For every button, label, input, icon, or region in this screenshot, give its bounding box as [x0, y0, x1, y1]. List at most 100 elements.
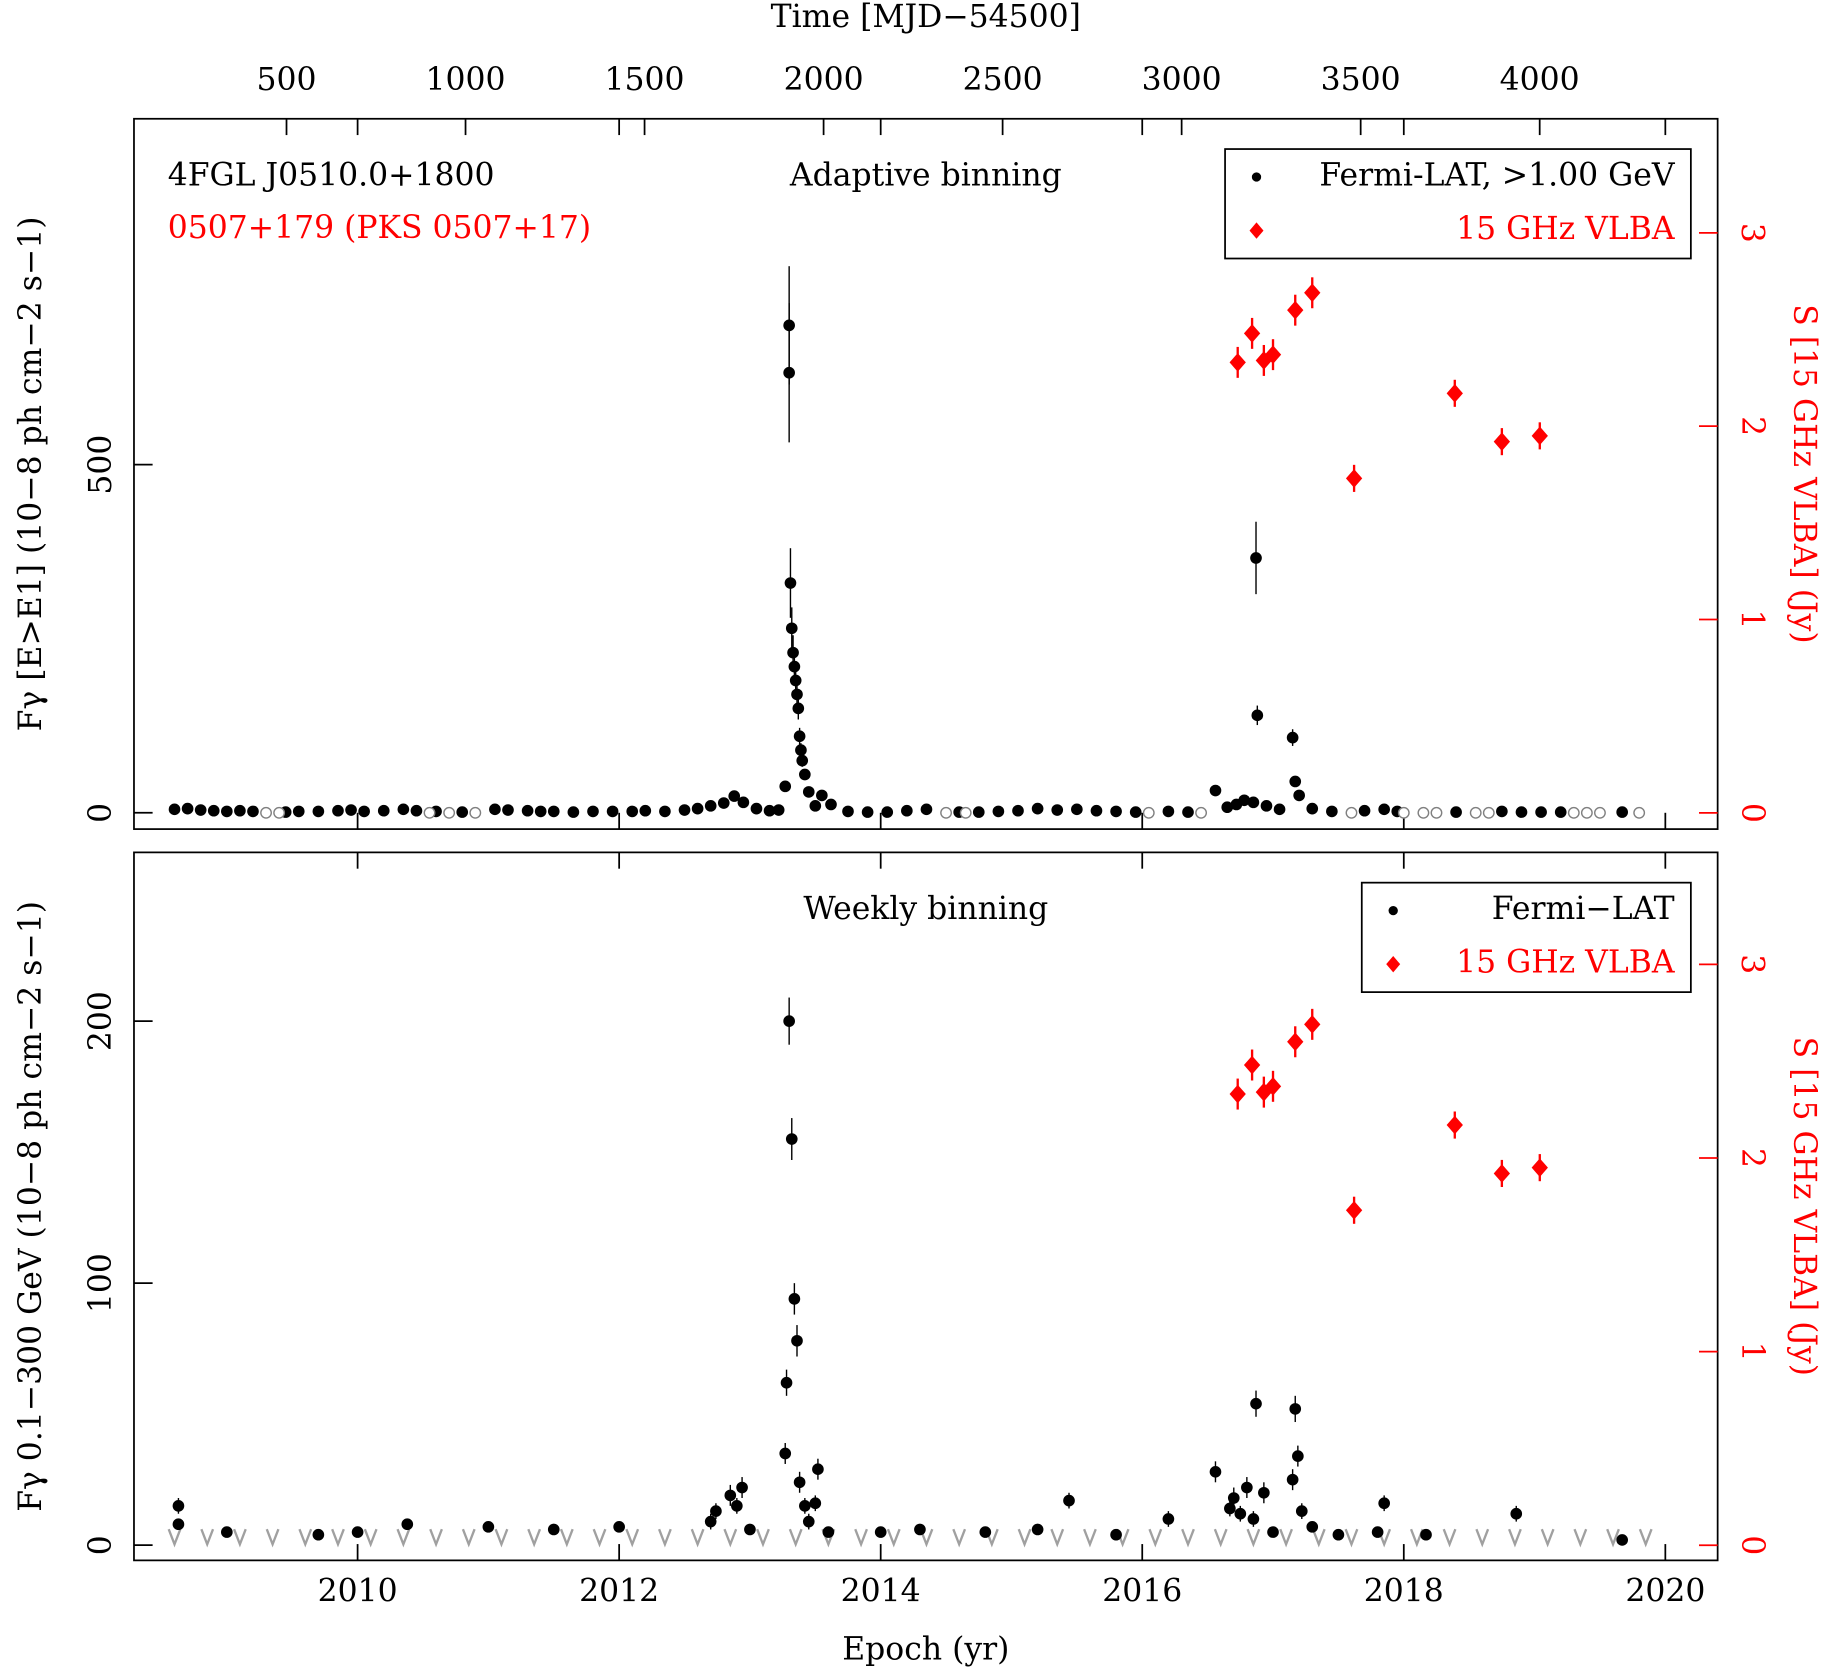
y-tick-label: 200: [83, 991, 119, 1051]
data-point: [787, 646, 799, 659]
radio-point: [1304, 1015, 1321, 1034]
data-point: [312, 805, 325, 818]
y2-tick-label: 2: [1734, 1148, 1770, 1168]
data-point: [763, 804, 776, 817]
upper-limit-arrow: [952, 1528, 967, 1548]
data-point: [812, 1463, 824, 1476]
data-point: [992, 805, 1005, 818]
data-point: [1221, 801, 1234, 814]
upper-limit-arrow: [461, 1528, 476, 1548]
data-point: [1267, 1526, 1279, 1538]
data-point: [1234, 1507, 1247, 1520]
legend-label: Fermi−LAT: [1492, 891, 1675, 927]
upper-limit-arrow: [1311, 1528, 1326, 1548]
data-point: [799, 768, 811, 781]
upper-limit-arrow: [658, 1528, 672, 1548]
upper-limit-arrow: [1638, 1528, 1653, 1548]
data-point: [1332, 1528, 1345, 1541]
data-point: [1616, 1534, 1628, 1546]
data-point: [791, 1334, 803, 1347]
data-point: [1371, 1526, 1384, 1538]
radio-point: [1304, 283, 1321, 303]
x-tick-label: 2014: [841, 1573, 921, 1609]
x2-tick-label: 2500: [963, 62, 1043, 98]
upper-limit-arrow: [429, 1528, 443, 1548]
plot-frame: [133, 851, 1719, 1562]
data-point: [750, 802, 763, 815]
x2-tick-label: 4000: [1500, 62, 1580, 98]
data-point: [1293, 789, 1305, 802]
upper-limit-point: [1195, 806, 1208, 819]
data-point: [1209, 784, 1222, 797]
x2-tick-label: 1500: [605, 62, 685, 98]
upper-limit-point: [1397, 806, 1410, 819]
data-point: [785, 622, 798, 635]
upper-limit-point: [940, 806, 953, 819]
radio-point: [1287, 1032, 1304, 1052]
x2-axis-label: Time [MJD−54500]: [771, 0, 1081, 35]
data-point: [796, 754, 809, 767]
data-point: [1209, 1465, 1222, 1478]
upper-limit-arrow: [167, 1528, 182, 1548]
data-point: [861, 806, 874, 818]
data-point: [613, 1521, 625, 1533]
upper-limit-arrow: [1606, 1528, 1620, 1548]
data-point: [221, 805, 233, 818]
radio-point: [1264, 345, 1282, 364]
panel-title: Weekly binning: [803, 891, 1048, 927]
data-point: [779, 1447, 792, 1460]
data-point: [1258, 1486, 1270, 1499]
data-point: [1515, 806, 1528, 818]
data-point: [1286, 1473, 1299, 1486]
data-point: [194, 804, 207, 816]
legend-label: 15 GHz VLBA: [1456, 211, 1676, 247]
data-point: [979, 1526, 992, 1538]
plot-frame: [133, 117, 1719, 830]
y2-tick-label: 0: [1734, 803, 1770, 823]
data-point: [1260, 800, 1273, 812]
data-point: [1162, 1513, 1175, 1525]
data-point: [691, 802, 704, 815]
upper-limit-arrow: [1050, 1528, 1065, 1548]
data-point: [1554, 806, 1567, 818]
x-tick-label: 2016: [1102, 1573, 1182, 1609]
data-point: [881, 806, 894, 818]
data-point: [502, 804, 514, 816]
legend-marker: [1251, 172, 1262, 182]
data-point: [874, 1526, 887, 1538]
data-point: [744, 1523, 756, 1536]
legend-box: [1360, 881, 1692, 993]
x-axis-label: Epoch (yr): [842, 1632, 1009, 1668]
data-point: [802, 786, 815, 798]
radio-point: [1229, 353, 1246, 372]
radio-point: [1287, 300, 1304, 320]
upper-limit-point: [443, 806, 456, 819]
upper-limit-arrow: [1148, 1528, 1163, 1548]
data-point: [1090, 804, 1103, 817]
upper-limit-arrow: [559, 1528, 574, 1548]
data-point: [1358, 804, 1371, 817]
upper-limit-point: [1594, 806, 1606, 819]
data-point: [345, 804, 357, 816]
data-point: [172, 1518, 185, 1531]
y-axis-label: Fγ 0.1−300 GeV (10−8 ph cm−2 s−1): [13, 901, 49, 1512]
data-point: [1450, 806, 1462, 818]
radio-point: [1493, 432, 1511, 451]
data-point: [1247, 1513, 1260, 1525]
radio-point: [1531, 1158, 1548, 1177]
upper-limit-arrow: [1344, 1528, 1359, 1548]
legend: Fermi-LAT, >1.00 GeV 15 GHz VLBA: [1224, 148, 1692, 260]
data-point: [822, 1526, 835, 1538]
upper-limit-point: [273, 806, 286, 819]
data-point: [737, 796, 750, 809]
data-point: [920, 803, 933, 816]
upper-limit-arrow: [331, 1528, 345, 1548]
x-tick-label: 2012: [579, 1573, 659, 1609]
radio-point: [1243, 324, 1261, 343]
data-point: [772, 804, 785, 816]
upper-limit-arrow: [788, 1528, 803, 1548]
annotation: 4FGL J0510.0+1800: [168, 157, 495, 193]
upper-limit-arrow: [494, 1528, 509, 1548]
upper-limit-arrow: [723, 1528, 738, 1548]
data-point: [783, 1015, 795, 1027]
